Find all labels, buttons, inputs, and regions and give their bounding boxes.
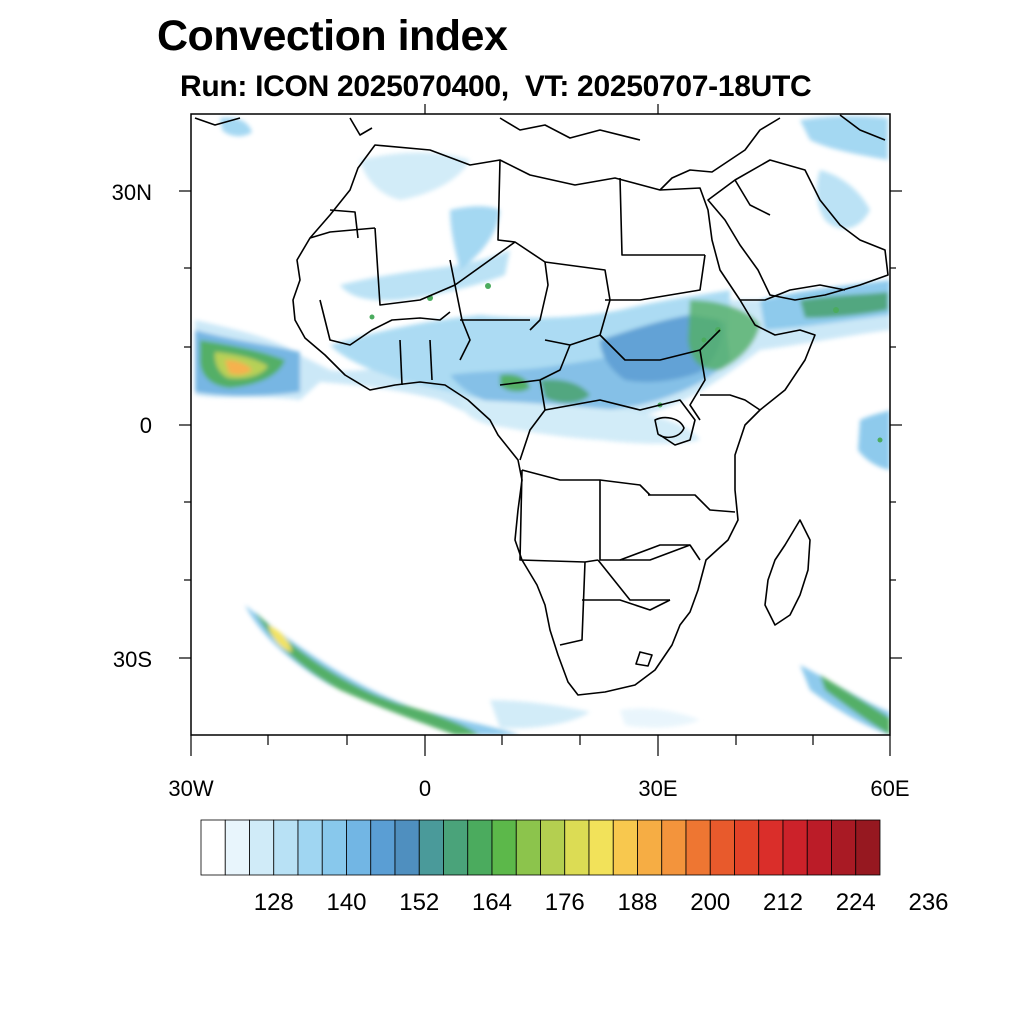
coastline-outline	[194, 114, 889, 696]
colorbar-swatch	[273, 819, 299, 876]
colorbar	[200, 819, 881, 876]
lon-label-60e: 60E	[870, 776, 909, 801]
colorbar-swatch	[685, 819, 711, 876]
colorbar-swatch	[855, 819, 881, 876]
colorbar-swatch	[249, 819, 275, 876]
colorbar-label: 224	[836, 889, 876, 916]
lat-label-30n: 30N	[112, 180, 152, 205]
colorbar-swatch	[782, 819, 808, 876]
colorbar-swatch	[758, 819, 784, 876]
colorbar-label: 236	[908, 889, 948, 916]
lon-ticks	[190, 104, 891, 756]
colorbar-swatch	[734, 819, 760, 876]
colorbar-swatch	[224, 819, 250, 876]
colorbar-swatch	[831, 819, 857, 876]
colorbar-label: 164	[472, 889, 512, 916]
run-info-subtitle: Run: ICON 2025070400, VT: 20250707-18UTC	[180, 70, 812, 103]
colorbar-swatch	[709, 819, 735, 876]
colorbar-label: 188	[617, 889, 657, 916]
colorbar-swatch	[370, 819, 396, 876]
colorbar-label: 176	[545, 889, 585, 916]
page-title: Convection index	[157, 12, 508, 60]
colorbar-swatch	[443, 819, 469, 876]
colorbar-swatch	[515, 819, 541, 876]
colorbar-swatch	[321, 819, 347, 876]
lat-label-0: 0	[140, 413, 152, 438]
colorbar-swatch	[612, 819, 638, 876]
lon-label-0: 0	[419, 776, 431, 801]
colorbar-swatch	[200, 819, 226, 876]
colorbar-label: 152	[399, 889, 439, 916]
colorbar-swatch	[418, 819, 444, 876]
colorbar-swatch	[346, 819, 372, 876]
colorbar-labels: 128 140 152 164 176 188 200 212 224 236	[254, 889, 949, 916]
lon-label-30e: 30E	[638, 776, 677, 801]
colorbar-swatch	[661, 819, 687, 876]
lat-ticks	[179, 190, 902, 659]
colorbar-label: 212	[763, 889, 803, 916]
colorbar-swatch	[806, 819, 832, 876]
lat-label-30s: 30S	[113, 647, 152, 672]
colorbar-swatch	[637, 819, 663, 876]
lon-label-30w: 30W	[168, 776, 213, 801]
colorbar-swatch	[467, 819, 493, 876]
colorbar-swatch	[540, 819, 566, 876]
colorbar-label: 128	[254, 889, 294, 916]
colorbar-label: 140	[326, 889, 366, 916]
colorbar-swatch	[297, 819, 323, 876]
convection-field	[195, 115, 890, 735]
colorbar-swatch	[588, 819, 614, 876]
colorbar-swatch	[491, 819, 517, 876]
colorbar-swatch	[564, 819, 590, 876]
colorbar-label: 200	[690, 889, 730, 916]
colorbar-swatch	[394, 819, 420, 876]
